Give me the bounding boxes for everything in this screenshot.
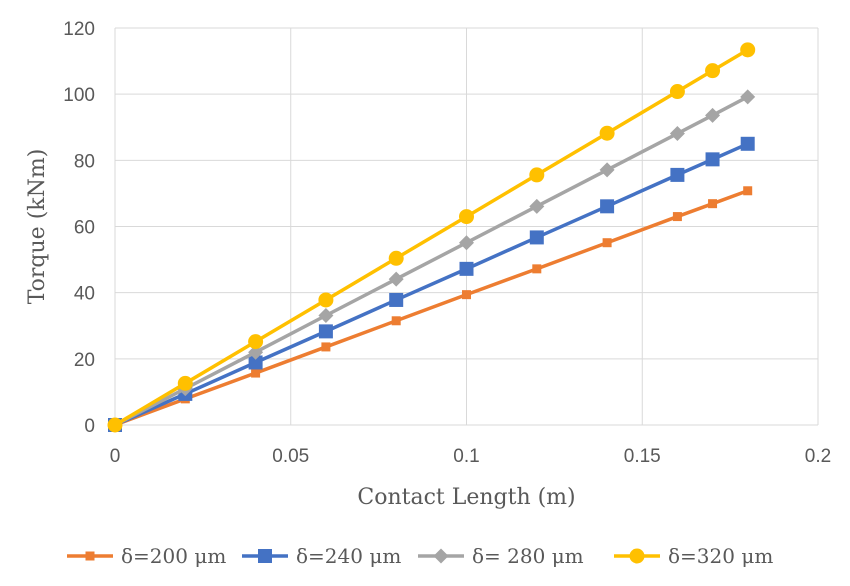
data-point	[391, 316, 401, 326]
legend-label: δ=200 μm	[121, 544, 226, 568]
tick-labels: 0 20 40 60 80 100 120 0 0.05 0.1 0.15 0.2	[63, 19, 831, 467]
x-tick-label: 0	[110, 446, 121, 467]
data-point	[669, 126, 685, 142]
data-point	[459, 209, 474, 225]
series-group	[107, 42, 756, 433]
legend-label: δ=320 μm	[668, 544, 773, 568]
legend-marker	[258, 549, 272, 563]
data-point	[459, 261, 474, 276]
y-tick-label: 0	[84, 416, 95, 437]
y-tick-label: 20	[74, 350, 95, 371]
data-point	[388, 271, 404, 287]
legend-label: δ= 280 μm	[472, 544, 584, 568]
x-axis-title: Contact Length (m)	[357, 485, 575, 510]
legend-item: δ= 280 μm	[418, 544, 584, 568]
data-point	[248, 334, 264, 350]
data-point	[532, 264, 542, 274]
series-line	[114, 142, 749, 427]
data-point	[672, 212, 682, 222]
data-point	[670, 167, 685, 182]
y-tick-label: 60	[74, 218, 95, 239]
data-point	[248, 355, 263, 370]
series-0	[110, 186, 753, 430]
data-point	[318, 307, 334, 323]
data-point	[177, 375, 193, 391]
y-tick-label: 40	[74, 284, 95, 305]
data-point	[740, 42, 756, 58]
x-tick-label: 0.2	[805, 446, 831, 467]
series-line	[114, 95, 749, 427]
legend-marker	[629, 548, 645, 564]
data-point	[743, 186, 753, 196]
legend-item: δ=320 μm	[614, 544, 773, 568]
data-point	[318, 324, 333, 339]
data-point	[321, 342, 331, 352]
series-3	[107, 42, 756, 433]
x-tick-label: 0.1	[453, 446, 479, 467]
data-point	[599, 162, 615, 178]
legend-label: δ=240 μm	[296, 544, 401, 568]
y-tick-label: 100	[63, 85, 95, 106]
legend-marker	[85, 551, 95, 561]
data-point	[529, 167, 545, 183]
data-point	[705, 63, 721, 79]
data-point	[388, 250, 404, 266]
series-1	[108, 136, 755, 432]
series-2	[107, 89, 756, 433]
data-point	[600, 199, 615, 214]
data-point	[602, 238, 612, 248]
legend-marker	[433, 548, 449, 564]
data-point	[740, 89, 756, 105]
data-point	[251, 368, 261, 378]
data-point	[248, 344, 264, 360]
data-point	[669, 84, 685, 100]
data-point	[107, 417, 123, 433]
legend-item: δ=240 μm	[242, 544, 401, 568]
legend-item: δ=200 μm	[67, 544, 226, 568]
grid	[114, 27, 819, 426]
data-point	[459, 235, 474, 251]
data-point	[599, 125, 615, 141]
data-point	[529, 230, 544, 245]
data-point	[462, 290, 471, 300]
data-point	[740, 136, 755, 151]
legend: δ=200 μm δ=240 μm δ= 280 μm δ=320 μm	[67, 544, 773, 568]
y-tick-label: 80	[74, 151, 95, 172]
x-tick-label: 0.15	[624, 446, 661, 467]
data-point	[705, 107, 721, 123]
y-tick-label: 120	[63, 19, 95, 40]
x-tick-label: 0.05	[272, 446, 309, 467]
data-point	[708, 199, 718, 209]
data-point	[529, 198, 545, 214]
y-axis-title: Torque (kNm)	[25, 149, 50, 305]
series-line	[114, 189, 749, 427]
series-line	[114, 48, 749, 427]
data-point	[705, 152, 720, 167]
data-point	[318, 292, 334, 308]
data-point	[389, 292, 404, 307]
